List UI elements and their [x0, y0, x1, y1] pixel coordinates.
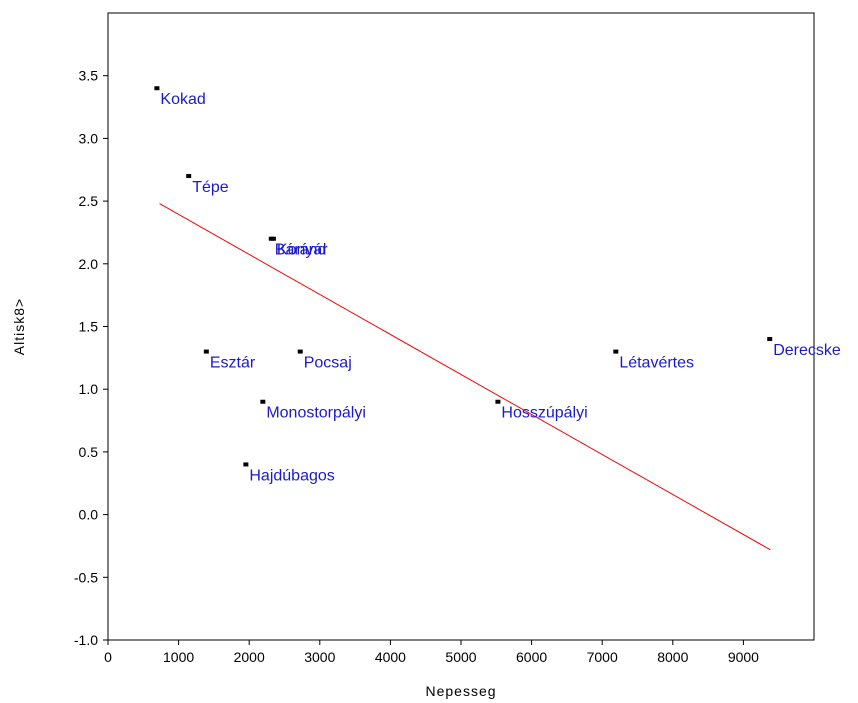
point-label: Pocsaj: [304, 355, 352, 372]
x-tick-label: 8000: [657, 649, 688, 665]
y-tick-label: -0.5: [74, 569, 98, 585]
x-tick-label: 2000: [234, 649, 265, 665]
x-axis: 0 1000 2000 3000 4000 5000 6000 7000 8000 9000: [104, 640, 759, 665]
x-tick-label: 9000: [728, 649, 759, 665]
y-tick-label: 2.5: [79, 193, 99, 209]
point-label: Derecske: [773, 342, 841, 359]
y-tick-label: 1.0: [79, 381, 99, 397]
data-point: [297, 349, 303, 354]
point-label: Hosszúpályi: [501, 405, 587, 422]
data-point: [767, 337, 773, 342]
data-point: [260, 399, 266, 404]
x-tick-label: 6000: [516, 649, 547, 665]
plot-frame: [107, 12, 815, 641]
data-point: [154, 86, 160, 91]
point-label: Báránd: [275, 242, 327, 259]
point-label: Monostorpályi: [266, 405, 366, 422]
y-tick-label: -1.0: [74, 632, 98, 648]
data-point: [243, 462, 249, 467]
x-axis-title: Nepesseg: [425, 683, 496, 699]
x-tick-label: 1000: [163, 649, 194, 665]
data-point: [203, 349, 209, 354]
regression-line: [159, 203, 771, 551]
data-point: [270, 236, 276, 241]
y-tick-label: 2.0: [79, 256, 99, 272]
point-label: Esztár: [210, 355, 256, 372]
y-tick-label: 1.5: [79, 319, 99, 335]
data-point: [495, 399, 501, 404]
point-label: Hajdúbagos: [249, 467, 334, 484]
point-label: Létavértes: [619, 355, 694, 372]
y-axis-title: Altisk8>: [11, 298, 27, 355]
y-tick-label: 3.5: [79, 68, 99, 84]
y-axis: -1.0 -0.5 0.0 0.5 1.0 1.5 2.0 2.5 3.0 3.5: [74, 68, 108, 648]
x-tick-label: 0: [104, 649, 112, 665]
point-label: Tépe: [192, 179, 229, 196]
data-point: [186, 174, 192, 179]
x-tick-label: 7000: [587, 649, 618, 665]
point-label: Kokad: [160, 91, 205, 108]
data-point: [613, 349, 619, 354]
x-tick-label: 3000: [304, 649, 335, 665]
y-tick-label: 0.0: [79, 507, 99, 523]
y-tick-label: 3.0: [79, 130, 99, 146]
x-tick-label: 5000: [445, 649, 476, 665]
y-tick-label: 0.5: [79, 444, 99, 460]
x-tick-label: 4000: [375, 649, 406, 665]
point-label: Konyár: [277, 242, 328, 259]
